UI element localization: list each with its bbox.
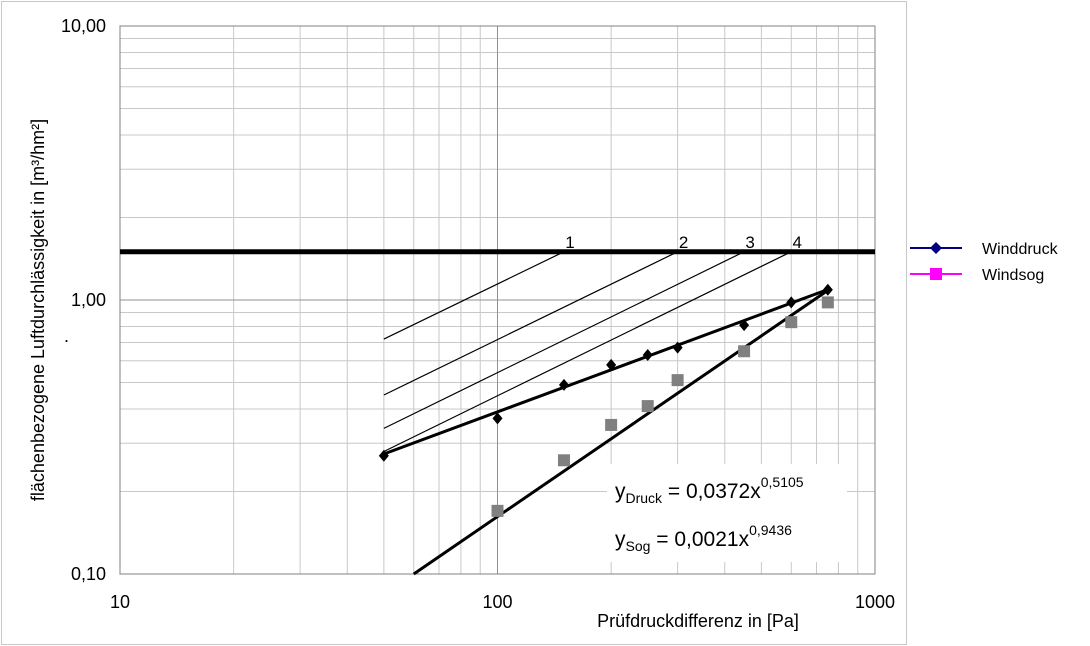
x-tick-label: 1000 — [855, 592, 895, 612]
x-tick-labels: 10 100 1000 — [110, 592, 895, 612]
stray-mark: . — [64, 326, 69, 346]
trendline-winddruck — [383, 288, 829, 456]
y-tick-label: 10,00 — [61, 16, 106, 36]
class-line-3 — [383, 251, 745, 429]
marker-winddruck — [739, 319, 750, 332]
marker-winddruck — [822, 283, 833, 296]
class-line-1 — [383, 251, 565, 340]
legend-label: Winddruck — [982, 241, 1059, 258]
class-line-4 — [383, 251, 792, 453]
trendline-windsog — [412, 289, 829, 576]
x-tick-label: 10 — [110, 592, 130, 612]
marker-winddruck — [606, 358, 617, 371]
marker-winddruck — [492, 412, 503, 425]
marker-winddruck — [558, 378, 569, 391]
marker-windsog — [671, 374, 684, 387]
marker-winddruck — [786, 296, 797, 309]
equation-box-winddruck — [607, 464, 847, 512]
legend: Winddruck Windsog — [910, 241, 1059, 284]
x-axis-label: Prüfdruckdifferenz in [Pa] — [597, 611, 799, 631]
marker-windsog — [738, 345, 751, 358]
y-axis-label: flächenbezogene Luftdurchlässigkeit in [… — [28, 119, 48, 501]
data-markers — [378, 283, 834, 517]
legend-marker — [930, 268, 942, 280]
marker-windsog — [557, 454, 570, 467]
legend-item-windsog: Windsog — [910, 267, 1044, 284]
class-line-label-2: 2 — [679, 233, 688, 252]
legend-item-winddruck: Winddruck — [910, 241, 1059, 258]
marker-windsog — [491, 504, 504, 517]
plot-border — [119, 25, 876, 575]
trend-lines — [383, 288, 829, 576]
x-tick-label: 100 — [482, 592, 512, 612]
marker-windsog — [605, 418, 618, 431]
y-tick-label: 1,00 — [71, 290, 106, 310]
y-tick-label: 0,10 — [71, 564, 106, 584]
marker-windsog — [821, 296, 834, 309]
marker-windsog — [785, 316, 798, 329]
y-tick-labels: 0,10 1,00 10,00 — [61, 16, 106, 584]
marker-winddruck — [642, 348, 653, 361]
marker-winddruck — [378, 449, 389, 462]
equation-windsog: ySog = 0,0021x0,9436 — [615, 522, 792, 554]
trend-equations: yDruck = 0,0372x0,5105 ySog = 0,0021x0,94… — [607, 464, 847, 562]
legend-marker — [930, 242, 942, 254]
class-line-label-3: 3 — [745, 233, 754, 252]
equation-box-windsog — [607, 512, 847, 562]
equation-winddruck: yDruck = 0,0372x0,5105 — [615, 474, 804, 506]
legend-label: Windsog — [982, 267, 1044, 284]
class-line-label-1: 1 — [565, 233, 574, 252]
class-line-2 — [383, 251, 678, 396]
class-lines: 1 2 3 4 — [383, 233, 802, 453]
marker-winddruck — [672, 341, 683, 354]
class-line-label-4: 4 — [793, 233, 802, 252]
marker-windsog — [641, 400, 654, 413]
chart-frame — [1, 1, 907, 645]
